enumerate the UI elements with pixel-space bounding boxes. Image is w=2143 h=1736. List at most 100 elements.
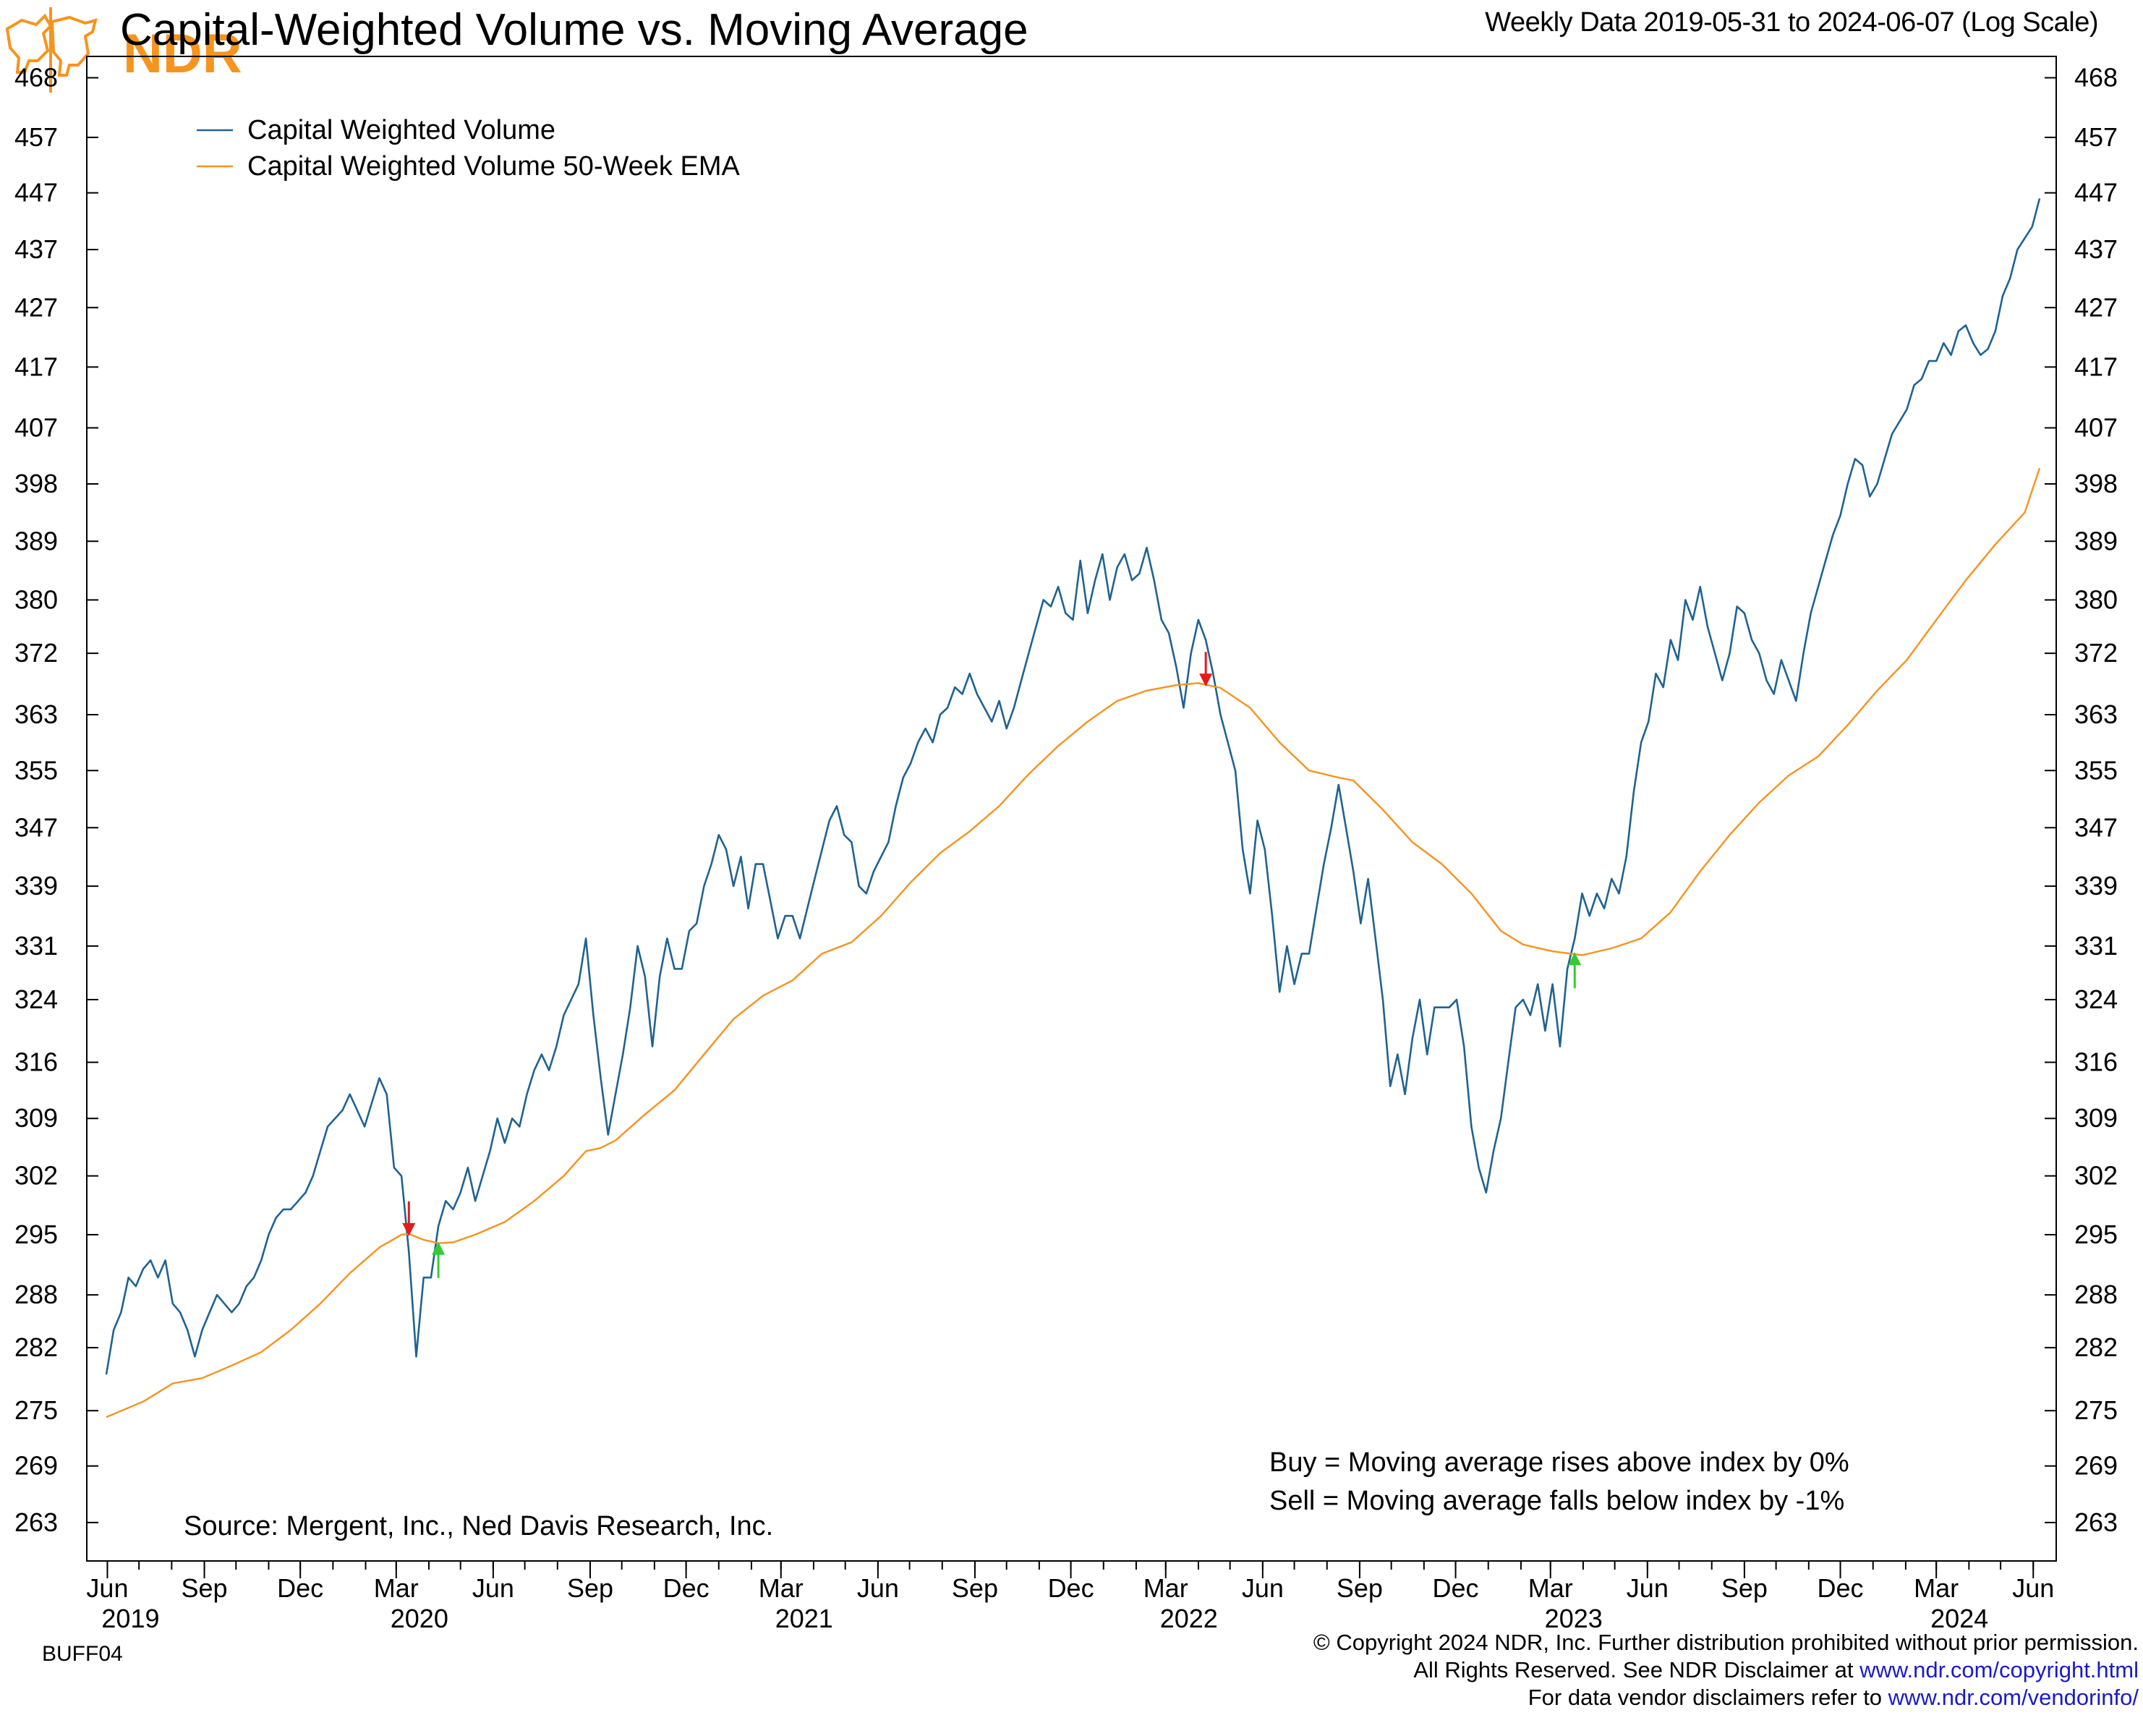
- x-year-label: 2022: [1160, 1604, 1218, 1633]
- y-tick-label-left: 417: [14, 352, 58, 381]
- y-tick-label-right: 437: [2074, 234, 2118, 264]
- y-tick-label-left: 389: [14, 526, 58, 556]
- x-tick-label: Dec: [1818, 1573, 1864, 1603]
- y-tick-label-left: 288: [14, 1280, 58, 1309]
- y-tick-label-right: 309: [2074, 1103, 2118, 1133]
- buy-rule-note: Buy = Moving average rises above index b…: [1269, 1447, 1849, 1478]
- copyright-line-2: All Rights Reserved. See NDR Disclaimer …: [1313, 1656, 2139, 1684]
- x-tick-label: Jun: [1627, 1573, 1669, 1603]
- y-tick-label-right: 398: [2074, 469, 2118, 498]
- x-tick-label: Sep: [952, 1573, 998, 1603]
- y-tick-label-right: 288: [2074, 1280, 2118, 1309]
- series-line-volume: [105, 198, 2041, 1375]
- y-tick-label-left: 316: [14, 1047, 58, 1077]
- x-tick-label: Jun: [857, 1573, 899, 1603]
- y-tick-label-right: 427: [2074, 292, 2118, 322]
- y-tick-label-left: 437: [14, 234, 58, 264]
- y-tick-label-right: 407: [2074, 413, 2118, 443]
- x-tick-label: Sep: [567, 1573, 613, 1603]
- x-year-label: 2020: [391, 1604, 448, 1633]
- y-axis-right: 263 269 275 282 288 295 302 309 316 324 331 339 347 3…: [2045, 62, 2118, 1537]
- x-tick-label: Dec: [277, 1573, 323, 1603]
- y-tick-label-left: 282: [14, 1332, 58, 1362]
- y-tick-label-right: 372: [2074, 638, 2118, 668]
- y-tick-label-right: 417: [2074, 352, 2118, 381]
- signal-markers: [402, 652, 1582, 1278]
- series-group: [105, 198, 2041, 1418]
- y-tick-label-right: 363: [2074, 699, 2118, 729]
- y-tick-label-right: 339: [2074, 871, 2118, 901]
- y-tick-label-right: 380: [2074, 584, 2118, 614]
- x-tick-label: Mar: [1528, 1573, 1573, 1603]
- y-tick-label-right: 269: [2074, 1451, 2118, 1481]
- y-tick-label-left: 457: [14, 122, 58, 152]
- vendor-info-link[interactable]: www.ndr.com/vendorinfo/: [1888, 1685, 2139, 1710]
- y-tick-label-left: 398: [14, 469, 58, 498]
- y-tick-label-left: 468: [14, 62, 58, 92]
- y-axis-left: 263 269 275 282 288 295 302 309 316 324 331 339 347 3…: [14, 62, 98, 1537]
- y-tick-label-right: 468: [2074, 62, 2118, 92]
- y-tick-label-left: 331: [14, 931, 58, 961]
- legend-label-volume: Capital Weighted Volume: [247, 115, 555, 145]
- chart-subtitle: Weekly Data 2019-05-31 to 2024-06-07 (Lo…: [1485, 7, 2098, 38]
- y-tick-label-right: 324: [2074, 984, 2118, 1014]
- x-tick-label: Jun: [86, 1573, 128, 1603]
- x-tick-label: Dec: [663, 1573, 710, 1603]
- copyright-line-2-text: All Rights Reserved. See NDR Disclaimer …: [1413, 1657, 1860, 1682]
- x-tick-label: Jun: [1242, 1573, 1284, 1603]
- y-tick-label-left: 309: [14, 1103, 58, 1133]
- x-tick-label: Sep: [1337, 1573, 1383, 1603]
- x-tick-label: Mar: [374, 1573, 419, 1603]
- copyright-line-3: For data vendor disclaimers refer to www…: [1313, 1684, 2139, 1711]
- y-tick-label-right: 331: [2074, 931, 2118, 961]
- y-tick-label-right: 389: [2074, 526, 2118, 556]
- sell-signal-arrow: [402, 1222, 416, 1236]
- ndr-logo: NDR: [5, 7, 242, 93]
- y-tick-label-left: 269: [14, 1451, 58, 1481]
- y-tick-label-right: 263: [2074, 1507, 2118, 1537]
- y-tick-label-left: 380: [14, 584, 58, 614]
- sell-signal-arrow: [1199, 673, 1213, 687]
- y-tick-label-right: 355: [2074, 755, 2118, 785]
- x-year-label: 2024: [1930, 1604, 1988, 1633]
- y-tick-label-left: 372: [14, 638, 58, 668]
- y-tick-label-right: 347: [2074, 812, 2118, 842]
- sell-rule-note: Sell = Moving average falls below index …: [1269, 1486, 1844, 1516]
- x-tick-label: Jun: [472, 1573, 514, 1603]
- x-year-label: 2019: [101, 1604, 159, 1633]
- legend: Capital Weighted Volume Capital Weighted…: [197, 115, 740, 182]
- x-tick-label: Mar: [1143, 1573, 1188, 1603]
- y-tick-label-left: 275: [14, 1395, 58, 1425]
- y-tick-label-left: 447: [14, 178, 58, 208]
- copyright-link[interactable]: www.ndr.com/copyright.html: [1859, 1657, 2139, 1682]
- x-year-label: 2023: [1545, 1604, 1603, 1633]
- y-tick-label-right: 316: [2074, 1047, 2118, 1077]
- y-tick-label-right: 282: [2074, 1332, 2118, 1362]
- x-tick-label: Jun: [2012, 1573, 2054, 1603]
- y-tick-label-left: 302: [14, 1161, 58, 1191]
- chart: 263 269 275 282 288 295 302 309 316 324 331 339 347 3…: [14, 56, 2118, 1633]
- copyright-line-1: © Copyright 2024 NDR, Inc. Further distr…: [1313, 1630, 2139, 1655]
- y-tick-label-right: 457: [2074, 122, 2118, 152]
- x-tick-label: Mar: [1914, 1573, 1959, 1603]
- plot-frame: [86, 56, 2057, 1562]
- bull-bear-icon: [5, 7, 98, 93]
- y-tick-label-left: 407: [14, 413, 58, 443]
- x-tick-label: Dec: [1048, 1573, 1094, 1603]
- y-tick-label-left: 347: [14, 812, 58, 842]
- copyright-line-3-text: For data vendor disclaimers refer to: [1528, 1685, 1888, 1710]
- chart-id: BUFF04: [42, 1642, 123, 1666]
- buy-signal-arrow: [432, 1241, 446, 1255]
- y-tick-label-left: 263: [14, 1507, 58, 1537]
- y-tick-label-right: 295: [2074, 1220, 2118, 1249]
- y-tick-label-left: 339: [14, 871, 58, 901]
- y-tick-label-right: 447: [2074, 178, 2118, 208]
- x-tick-label: Sep: [1721, 1573, 1768, 1603]
- y-tick-label-left: 324: [14, 984, 58, 1014]
- y-tick-label-right: 302: [2074, 1161, 2118, 1191]
- source-note: Source: Mergent, Inc., Ned Davis Researc…: [184, 1511, 773, 1541]
- buy-signal-arrow: [1568, 952, 1582, 966]
- x-tick-label: Mar: [759, 1573, 804, 1603]
- y-tick-label-left: 363: [14, 699, 58, 729]
